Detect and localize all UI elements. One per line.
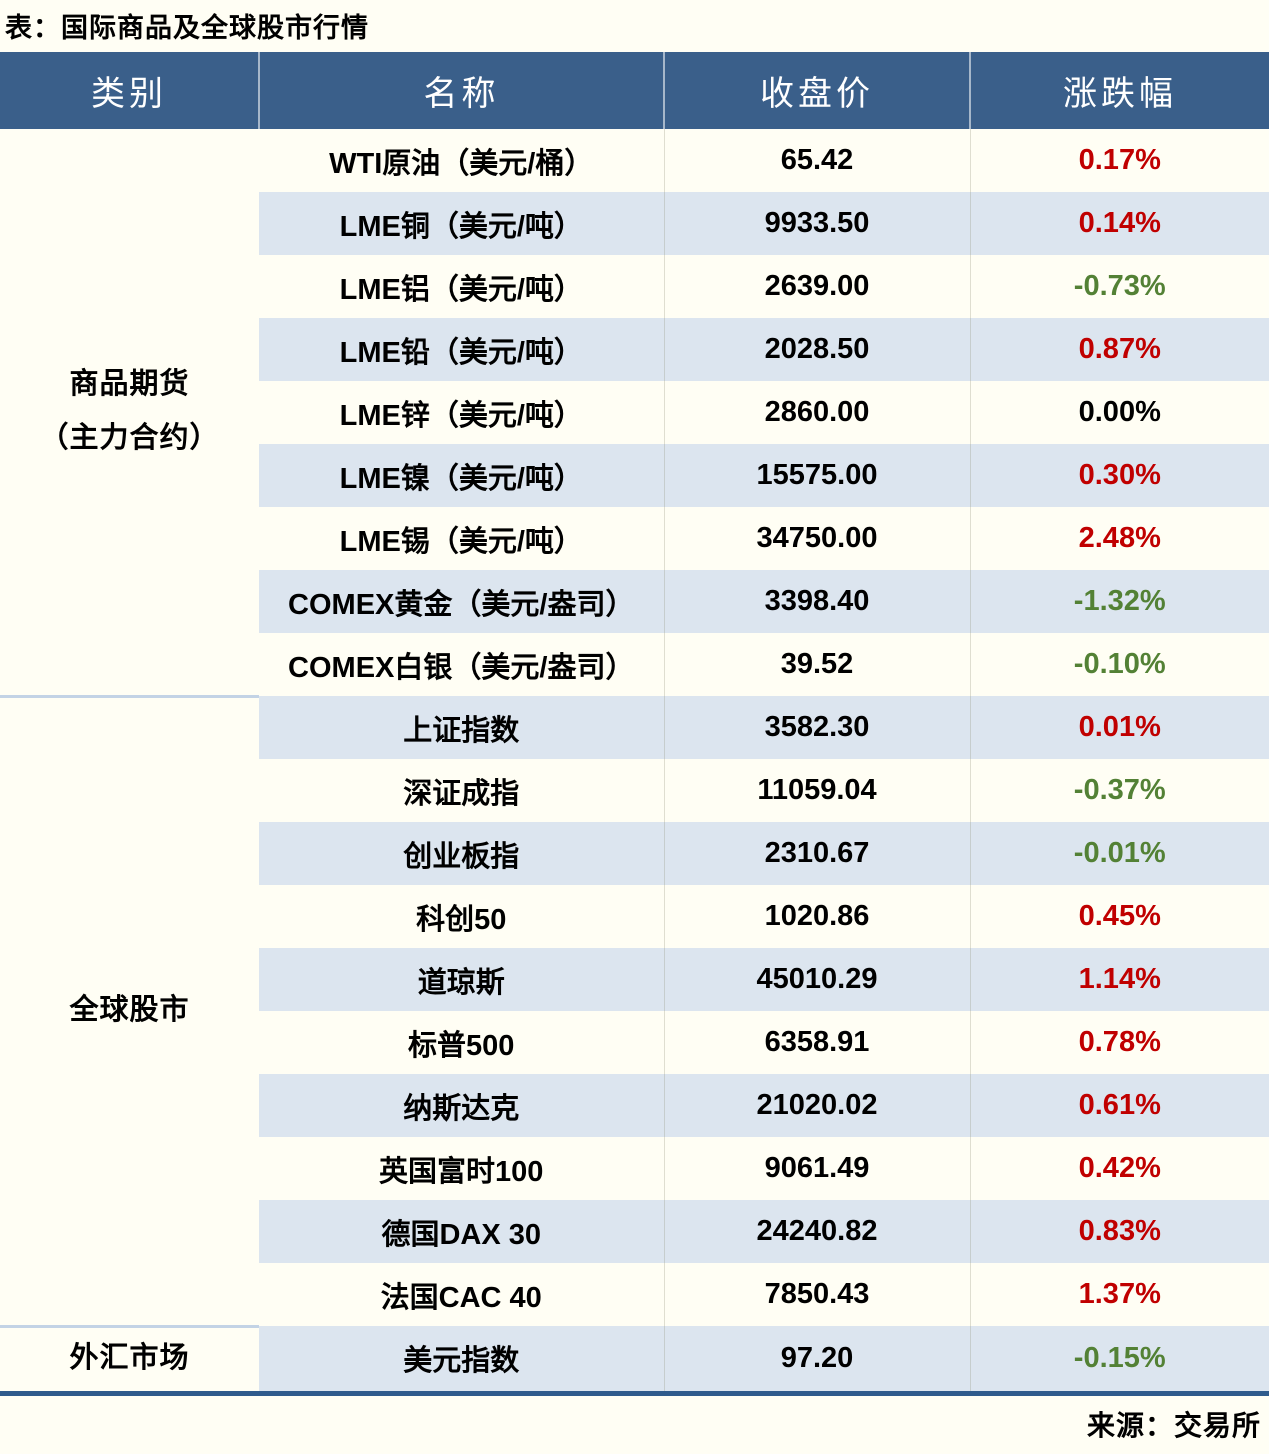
instrument-name: LME锌（美元/吨） xyxy=(339,399,583,432)
close-price: 39.52 xyxy=(663,633,970,696)
instrument-name: LME镍（美元/吨） xyxy=(339,462,583,495)
instrument-name: 德国DAX 30 xyxy=(381,1218,542,1251)
instrument-name: LME锡（美元/吨） xyxy=(339,525,583,558)
table-row: COMEX白银（美元/盎司） 39.52 -0.10% xyxy=(0,633,1269,696)
table-row: 全球股市 上证指数 3582.30 0.01% xyxy=(0,694,1269,1326)
close-price: 97.20 xyxy=(663,1326,970,1393)
table-row: 标普500 6358.91 0.78% xyxy=(0,1011,1269,1074)
change-percent: -1.32% xyxy=(969,570,1269,633)
close-price: 2310.67 xyxy=(663,822,970,885)
table-row: 深证成指 11059.04 -0.37% xyxy=(0,759,1269,822)
close-price: 11059.04 xyxy=(663,759,970,822)
close-price: 2028.50 xyxy=(663,318,970,381)
change-percent: 0.87% xyxy=(969,318,1269,381)
column-header-category: 类别 xyxy=(0,52,259,129)
close-price: 7850.43 xyxy=(663,1263,970,1326)
close-price: 34750.00 xyxy=(663,507,970,570)
instrument-name: 英国富时100 xyxy=(379,1155,544,1188)
category-cell: 商品期货 （主力合约） xyxy=(0,129,259,696)
change-percent: 0.14% xyxy=(969,192,1269,255)
instrument-name: 上证指数 xyxy=(403,714,520,747)
close-price: 15575.00 xyxy=(663,444,970,507)
instrument-name: 深证成指 xyxy=(403,777,520,810)
close-price: 6358.91 xyxy=(663,1011,970,1074)
market-table: 类别 名称 收盘价 涨跌幅 商品期货 （主力合约） WTI原油（美元/桶） 65… xyxy=(0,52,1269,1396)
change-percent: 0.00% xyxy=(969,381,1269,444)
change-percent: 0.01% xyxy=(969,696,1269,759)
column-header-name: 名称 xyxy=(258,52,664,129)
close-price: 24240.82 xyxy=(663,1200,970,1263)
change-percent: 0.45% xyxy=(969,885,1269,948)
change-percent: 0.83% xyxy=(969,1200,1269,1263)
change-percent: 0.61% xyxy=(969,1074,1269,1137)
table-row: 外汇市场 美元指数 97.20 -0.15% xyxy=(0,1324,1269,1393)
section-commodity-futures: 商品期货 （主力合约） WTI原油（美元/桶） 65.42 0.17% LME铜… xyxy=(0,129,1269,696)
instrument-name: COMEX白银（美元/盎司） xyxy=(288,651,635,684)
close-price: 1020.86 xyxy=(663,885,970,948)
instrument-name: COMEX黄金（美元/盎司） xyxy=(288,588,635,621)
change-percent: -0.15% xyxy=(969,1326,1269,1393)
change-percent: 1.14% xyxy=(969,948,1269,1011)
instrument-name: WTI原油（美元/桶） xyxy=(329,147,594,180)
category-cell: 外汇市场 xyxy=(0,1324,259,1393)
change-percent: 0.17% xyxy=(969,129,1269,192)
table-row: LME铝（美元/吨） 2639.00 -0.73% xyxy=(0,255,1269,318)
close-price: 9061.49 xyxy=(663,1137,970,1200)
instrument-name: 创业板指 xyxy=(403,840,520,873)
table-row: LME锡（美元/吨） 34750.00 2.48% xyxy=(0,507,1269,570)
header-row: 类别 名称 收盘价 涨跌幅 xyxy=(0,52,1269,129)
instrument-name: 纳斯达克 xyxy=(403,1092,520,1125)
close-price: 2639.00 xyxy=(663,255,970,318)
close-price: 45010.29 xyxy=(663,948,970,1011)
table-row: 英国富时100 9061.49 0.42% xyxy=(0,1137,1269,1200)
change-percent: -0.73% xyxy=(969,255,1269,318)
instrument-name: LME铅（美元/吨） xyxy=(339,336,583,369)
change-percent: 1.37% xyxy=(969,1263,1269,1326)
close-price: 65.42 xyxy=(663,129,970,192)
section-forex-market: 外汇市场 美元指数 97.20 -0.15% xyxy=(0,1324,1269,1393)
instrument-name: LME铜（美元/吨） xyxy=(339,210,583,243)
source-label: 来源：交易所 xyxy=(1086,1409,1261,1441)
change-percent: 2.48% xyxy=(969,507,1269,570)
change-percent: -0.01% xyxy=(969,822,1269,885)
instrument-name: 标普500 xyxy=(408,1029,515,1062)
section-global-stocks: 全球股市 上证指数 3582.30 0.01% 深证成指 11059.04 -0… xyxy=(0,694,1269,1326)
column-header-change: 涨跌幅 xyxy=(969,52,1269,129)
change-percent: 0.30% xyxy=(969,444,1269,507)
column-header-close: 收盘价 xyxy=(663,52,970,129)
change-percent: 0.42% xyxy=(969,1137,1269,1200)
change-percent: -0.37% xyxy=(969,759,1269,822)
close-price: 21020.02 xyxy=(663,1074,970,1137)
instrument-name: 法国CAC 40 xyxy=(380,1281,542,1314)
instrument-name: LME铝（美元/吨） xyxy=(339,273,583,306)
change-percent: -0.10% xyxy=(969,633,1269,696)
close-price: 3582.30 xyxy=(663,696,970,759)
table-row: LME锌（美元/吨） 2860.00 0.00% xyxy=(0,381,1269,444)
page-title: 表：国际商品及全球股市行情 xyxy=(5,13,369,43)
change-percent: 0.78% xyxy=(969,1011,1269,1074)
instrument-name: 科创50 xyxy=(416,903,507,936)
instrument-name: 道琼斯 xyxy=(417,966,505,999)
instrument-name: 美元指数 xyxy=(403,1345,520,1378)
table-row: 商品期货 （主力合约） WTI原油（美元/桶） 65.42 0.17% xyxy=(0,129,1269,696)
close-price: 3398.40 xyxy=(663,570,970,633)
close-price: 9933.50 xyxy=(663,192,970,255)
category-cell: 全球股市 xyxy=(0,694,259,1326)
table-row: 法国CAC 40 7850.43 1.37% xyxy=(0,1263,1269,1326)
close-price: 2860.00 xyxy=(663,381,970,444)
table-row: 科创50 1020.86 0.45% xyxy=(0,885,1269,948)
